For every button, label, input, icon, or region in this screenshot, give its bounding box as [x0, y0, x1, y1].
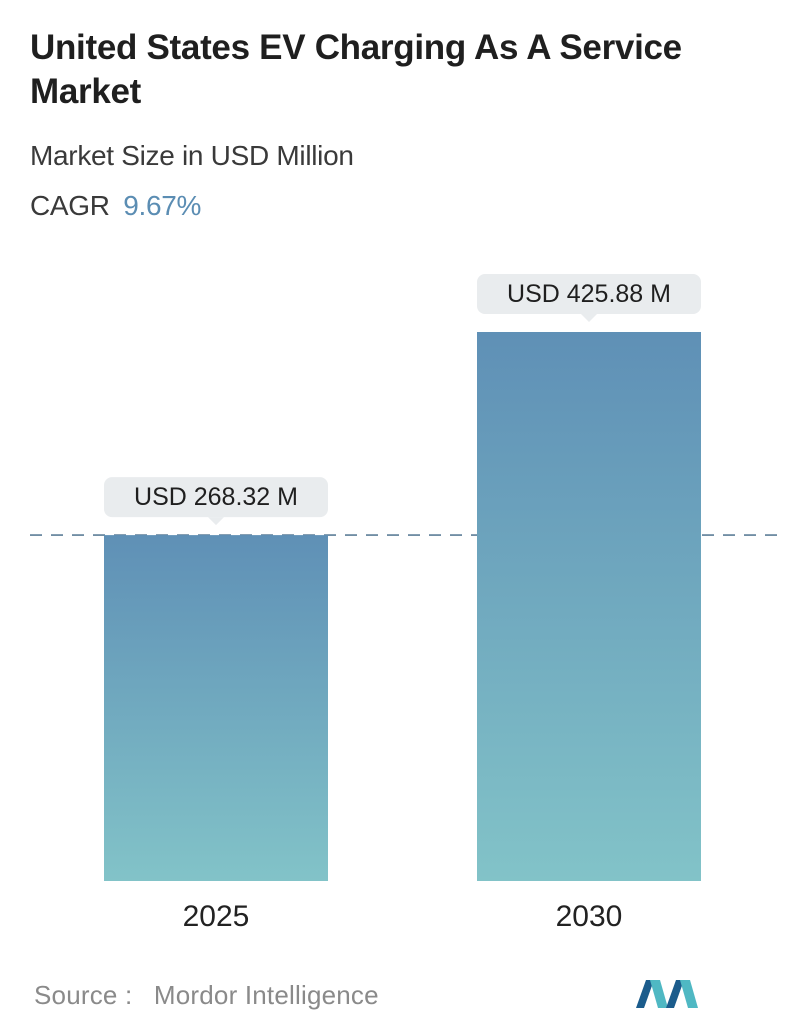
- chart-subtitle: Market Size in USD Million: [30, 140, 354, 171]
- bar-chart: USD 268.32 M 2025 USD 425.88 M 2030: [30, 274, 786, 933]
- chart-title: United States EV Charging As A Service M…: [30, 28, 682, 111]
- category-label: 2030: [556, 900, 623, 933]
- data-label: USD 425.88 M: [507, 280, 671, 308]
- data-label-callout: USD 425.88 M: [477, 274, 701, 322]
- cagr-value: 9.67%: [123, 190, 202, 221]
- mordor-intelligence-logo-icon: [636, 980, 698, 1008]
- data-label: USD 268.32 M: [134, 483, 298, 511]
- source-value: Mordor Intelligence: [153, 980, 379, 1010]
- source-label: Source :: [34, 980, 133, 1010]
- cagr-label: CAGR: [30, 190, 110, 221]
- cagr-row: CAGR 9.67%: [30, 190, 201, 222]
- bar-2030: [477, 332, 701, 881]
- source-note: Source : Mordor Intelligence: [34, 980, 379, 1011]
- data-label-callout: USD 268.32 M: [104, 477, 328, 526]
- bar-2025: [104, 535, 328, 881]
- category-label: 2025: [183, 900, 250, 933]
